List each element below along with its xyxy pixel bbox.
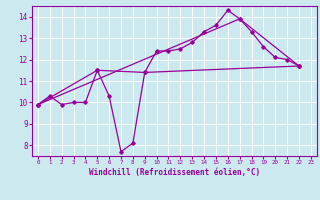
X-axis label: Windchill (Refroidissement éolien,°C): Windchill (Refroidissement éolien,°C) <box>89 168 260 177</box>
